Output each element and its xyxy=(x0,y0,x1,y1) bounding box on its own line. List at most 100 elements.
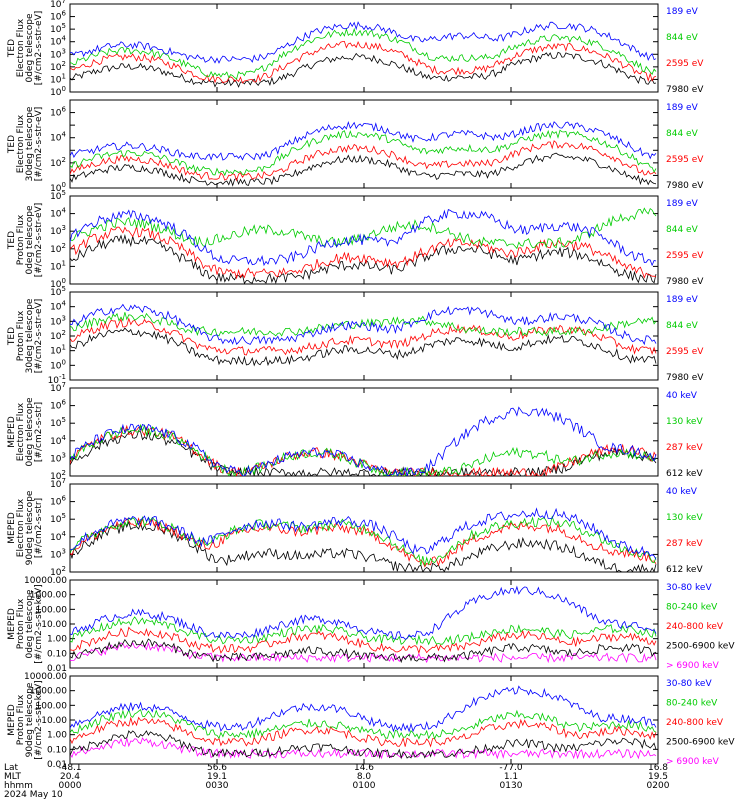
y-axis-label: MEPEDProton Flux90deg telescope[#/cm2-s-… xyxy=(7,680,44,759)
series-line xyxy=(70,423,657,476)
legend-entry: 80-240 keV xyxy=(666,603,718,613)
x-tick-label: 1.1 xyxy=(504,772,518,782)
y-tick-label: 106 xyxy=(50,10,66,23)
series-line xyxy=(70,708,657,740)
y-axis-label: TEDProton Flux30deg telescope[#/cm2-s-st… xyxy=(7,298,44,373)
panel-6: 102 103 104 105 106 107 MEPEDElectron Flux90de… xyxy=(7,477,703,578)
y-tick-label: 105 xyxy=(50,189,66,202)
y-tick-label: 103 xyxy=(50,547,66,560)
x-tick-label: 19.1 xyxy=(207,772,227,782)
y-tick-label: 106 xyxy=(50,106,66,119)
legend-entry: > 6900 keV xyxy=(666,757,720,767)
x-row-label: hhmm xyxy=(4,781,33,791)
legend-entry: 130 keV xyxy=(666,417,703,427)
series-line xyxy=(70,638,657,664)
y-axis-label: TEDElectron Flux30deg telescope[#/cm2-s-… xyxy=(7,106,44,181)
panel-8: 0.01 0.10 1.00 10.00 100.00 1000.00 10000.00ME… xyxy=(7,672,735,770)
y-tick-label: 0.01 xyxy=(47,664,67,674)
x-tick-label: 0000 xyxy=(59,781,82,791)
legend-entry: > 6900 keV xyxy=(666,661,720,671)
series-line xyxy=(70,520,657,572)
x-tick-label: 56.6 xyxy=(207,763,227,773)
legend-entry: 240-800 keV xyxy=(666,718,724,728)
legend-entry: 7980 eV xyxy=(666,85,704,95)
series-line xyxy=(70,429,657,476)
x-row-label: 2024 May 10 xyxy=(4,790,63,800)
x-tick-label: -48.1 xyxy=(58,763,81,773)
series-line xyxy=(70,327,657,367)
y-axis-label: MEPEDProton Flux0deg telescope[#/cm2-s-s… xyxy=(7,584,44,663)
legend-entry: 240-800 keV xyxy=(666,622,724,632)
legend-entry: 189 eV xyxy=(666,295,699,305)
y-tick-label: 104 xyxy=(50,35,66,48)
y-tick-label: 101 xyxy=(50,72,66,85)
y-tick-label: 104 xyxy=(50,300,66,313)
y-tick-label: 0.01 xyxy=(47,760,67,770)
series-line xyxy=(70,27,657,80)
y-tick-label: 103 xyxy=(50,47,66,60)
y-tick-label: 107 xyxy=(50,381,66,394)
panel-2: 100 102 104 106 TEDElectron Flux30deg telesc… xyxy=(7,99,704,194)
legend-entry: 2500-6900 keV xyxy=(666,738,735,748)
series-line xyxy=(70,730,657,760)
y-tick-label: 106 xyxy=(50,495,66,508)
y-tick-label: 1000.00 xyxy=(30,591,67,601)
series-line xyxy=(70,40,657,84)
y-tick-label: 10-1 xyxy=(48,373,66,386)
y-tick-label: 105 xyxy=(50,512,66,525)
legend-entry: 2595 eV xyxy=(666,155,704,165)
y-tick-label: 0.10 xyxy=(47,745,67,755)
legend-entry: 30-80 keV xyxy=(666,679,712,689)
y-tick-label: 10.00 xyxy=(41,716,67,726)
x-tick-label: -77.0 xyxy=(499,763,523,773)
x-tick-label: 20.4 xyxy=(60,772,80,782)
legend-entry: 189 eV xyxy=(666,103,699,113)
y-tick-label: 10000.00 xyxy=(24,672,67,682)
y-tick-label: 100.00 xyxy=(36,605,68,615)
series-line xyxy=(70,517,657,568)
panel-frame xyxy=(69,387,659,477)
legend-entry: 844 eV xyxy=(666,321,699,331)
y-tick-label: 102 xyxy=(50,60,66,73)
y-tick-label: 103 xyxy=(50,224,66,237)
series-line xyxy=(70,51,657,88)
legend-entry: 2595 eV xyxy=(666,251,704,261)
legend-entry: 7980 eV xyxy=(666,277,704,287)
y-tick-label: 101 xyxy=(50,344,66,357)
y-tick-label: 102 xyxy=(50,156,66,169)
panel-3: 100 101 102 103 104 105 TEDProton Flux0deg tel… xyxy=(7,189,704,290)
series-line xyxy=(70,515,657,566)
series-line xyxy=(70,585,657,640)
y-tick-label: 105 xyxy=(50,22,66,35)
y-tick-label: 100.00 xyxy=(36,701,68,711)
series-line xyxy=(70,424,657,476)
series-line xyxy=(70,303,657,346)
series-line xyxy=(70,140,657,182)
legend-entry: 844 eV xyxy=(666,225,699,235)
y-tick-label: 106 xyxy=(50,399,66,412)
panel-frame xyxy=(69,195,659,285)
y-tick-label: 100 xyxy=(50,181,66,194)
legend-entry: 612 keV xyxy=(666,565,703,575)
legend-entry: 844 eV xyxy=(666,33,699,43)
series-line xyxy=(70,207,657,250)
legend-entry: 189 eV xyxy=(666,199,699,209)
y-axis-label: MEPEDElectron Flux90deg telescope[#/cm2-… xyxy=(7,490,44,565)
y-tick-label: 107 xyxy=(50,477,66,490)
panel-7: 0.01 0.10 1.00 10.00 100.00 1000.00 10000.00ME… xyxy=(7,576,735,674)
y-axis-label: TEDElectron Flux0deg telescope[#/cm2-s-s… xyxy=(7,11,44,86)
series-line xyxy=(70,406,657,476)
y-tick-label: 1.00 xyxy=(47,635,67,645)
series-line xyxy=(70,209,657,267)
x-tick-label: 0130 xyxy=(500,781,523,791)
legend-entry: 40 keV xyxy=(666,391,698,401)
legend-entry: 7980 eV xyxy=(666,181,704,191)
x-tick-label: 16.8 xyxy=(648,763,668,773)
y-tick-label: 10000.00 xyxy=(24,576,67,586)
panel-frame xyxy=(69,291,659,381)
series-line xyxy=(70,21,657,64)
y-tick-label: 104 xyxy=(50,530,66,543)
series-line xyxy=(70,737,657,760)
x-tick-label: 8.0 xyxy=(357,772,372,782)
